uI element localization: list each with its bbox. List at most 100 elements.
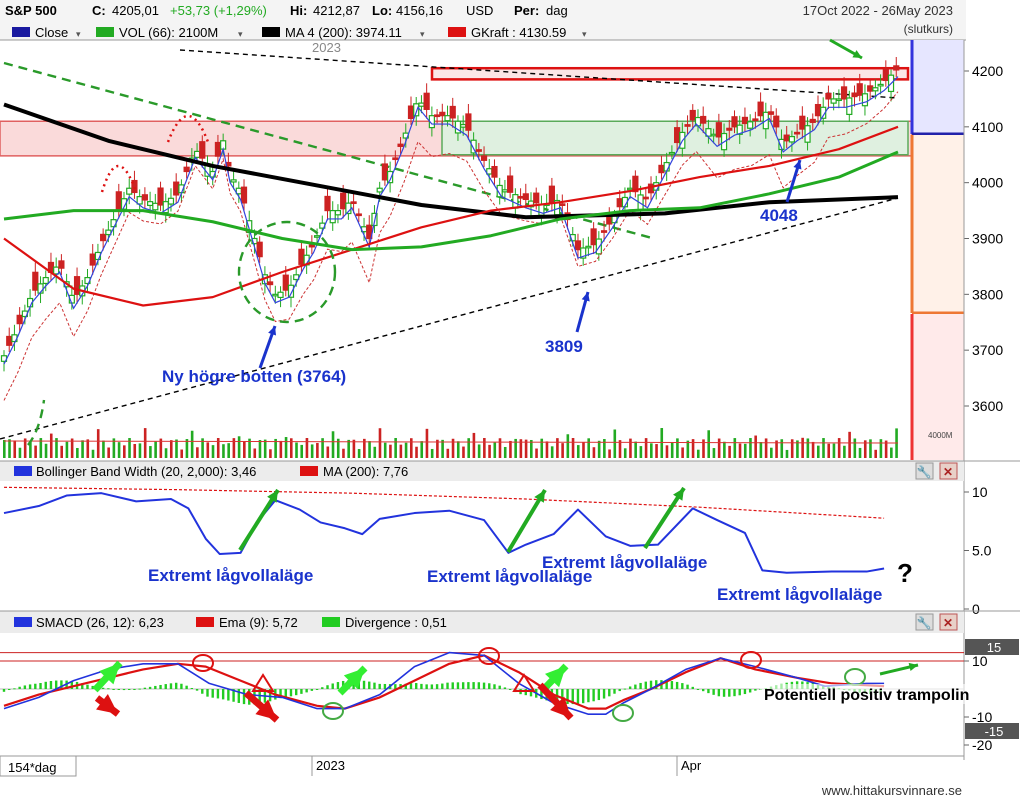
- divergence-bar: [493, 684, 496, 689]
- candle-body: [115, 191, 122, 210]
- divergence-bar: [665, 680, 668, 689]
- candle-body: [465, 113, 472, 131]
- candle-body: [580, 247, 587, 259]
- volume-bar: [289, 438, 293, 458]
- candle-body: [100, 233, 107, 242]
- price-tick-label: 3900: [972, 231, 1003, 247]
- candle-body: [324, 195, 331, 212]
- divergence-bar: [733, 689, 736, 697]
- divergence-bar: [159, 684, 162, 689]
- divergence-bar: [503, 687, 507, 689]
- volume-bar: [858, 447, 862, 458]
- divergence-bar: [336, 682, 340, 689]
- volume-bar: [65, 441, 69, 458]
- volume-bar: [368, 441, 371, 458]
- divergence-bar: [201, 689, 204, 694]
- divergence-bar: [592, 689, 595, 702]
- candle-body: [616, 198, 623, 208]
- legend-ma-dropdown-icon[interactable]: ▾: [420, 29, 425, 39]
- legend-gkraft[interactable]: GKraft : 4130.59 ▾: [448, 25, 587, 40]
- candle-body: [705, 128, 712, 137]
- divergence-bar: [305, 689, 308, 693]
- candle-body: [32, 271, 39, 291]
- legend-close[interactable]: Close ▾: [12, 25, 81, 40]
- low-vol-label-2: Extremt lågvollaläge: [427, 567, 592, 586]
- level-4048-label: 4048: [760, 206, 798, 225]
- volume-bars: [3, 428, 899, 458]
- candle-body: [449, 105, 456, 119]
- divergence-bar: [597, 689, 601, 701]
- divergence-bar: [232, 689, 235, 702]
- period-label: Per:: [514, 3, 539, 18]
- candle-body: [788, 136, 796, 143]
- divergence-bar: [441, 683, 444, 689]
- macd-close-button[interactable]: ✕: [939, 613, 958, 631]
- legend-ma[interactable]: MA 4 (200): 3974.11 ▾: [262, 25, 425, 40]
- divergence-bar: [613, 689, 616, 694]
- volume-bar: [13, 440, 17, 458]
- candle-body: [851, 92, 858, 98]
- volume-bar: [112, 438, 116, 458]
- legend-swatch-gkraft: [448, 27, 466, 37]
- legend-vol-dropdown-icon[interactable]: ▾: [238, 29, 243, 39]
- volume-bar: [23, 438, 27, 458]
- volume-bar: [216, 438, 220, 458]
- divergence-bar: [331, 683, 334, 689]
- divergence-bar: [722, 689, 726, 697]
- volume-bar: [154, 441, 157, 458]
- breakout-arrow: [829, 38, 863, 60]
- volume-bar: [383, 442, 387, 458]
- volume-bar: [456, 441, 460, 458]
- volume-bar: [258, 440, 262, 458]
- candle-body: [126, 187, 133, 195]
- volume-bar: [477, 444, 481, 458]
- volume-bar: [274, 438, 277, 458]
- bb-close-button[interactable]: ✕: [939, 462, 958, 480]
- volume-bar: [775, 440, 778, 458]
- candle-body: [53, 266, 60, 275]
- candle-body: [251, 237, 258, 245]
- volume-bar: [540, 438, 544, 458]
- divergence-bar: [13, 688, 16, 690]
- candle-body: [794, 131, 801, 135]
- bb-settings-button[interactable]: 🔧: [915, 462, 934, 480]
- resistance-zone: [430, 66, 910, 81]
- macd-header: [0, 611, 964, 633]
- macd-bottom-circle-2: [612, 704, 634, 722]
- divergence-bar: [675, 681, 679, 689]
- volume-bar: [738, 443, 742, 458]
- bb-tick-label: 0: [972, 601, 980, 617]
- candle-body: [256, 241, 263, 258]
- candle-body: [387, 170, 394, 184]
- volume-bar: [592, 447, 596, 458]
- volume-bar: [796, 440, 799, 458]
- candle-body: [606, 215, 613, 225]
- volume-bar: [733, 438, 737, 458]
- divergence-bar: [362, 680, 366, 689]
- volume-bar: [587, 438, 591, 458]
- candle-body: [313, 235, 321, 238]
- divergence-bar: [420, 683, 423, 689]
- divergence-bar: [18, 686, 21, 689]
- legend-close-dropdown-icon[interactable]: ▾: [76, 29, 81, 39]
- legend-vol[interactable]: VOL (66): 2100M ▾: [96, 25, 243, 40]
- divergence-bar: [748, 689, 752, 693]
- high-value: 4212,87: [313, 3, 360, 18]
- close-label: C:: [92, 3, 106, 18]
- divergence-bar: [195, 689, 199, 691]
- divergence-bar: [237, 689, 241, 703]
- divergence-bar: [430, 684, 434, 689]
- candle-body: [392, 157, 399, 161]
- candle-body: [240, 186, 248, 204]
- macd-settings-button[interactable]: 🔧: [915, 613, 934, 631]
- volume-bar: [603, 439, 606, 458]
- volume-bar: [691, 439, 695, 458]
- divergence-bar: [326, 685, 329, 689]
- candle-body: [423, 92, 430, 110]
- macd-tick-label: 10: [972, 653, 988, 669]
- legend-gkraft-dropdown-icon[interactable]: ▾: [582, 29, 587, 39]
- candle-body: [501, 189, 509, 193]
- divergence-bar: [268, 689, 272, 702]
- price-tick-label: 3600: [972, 398, 1003, 414]
